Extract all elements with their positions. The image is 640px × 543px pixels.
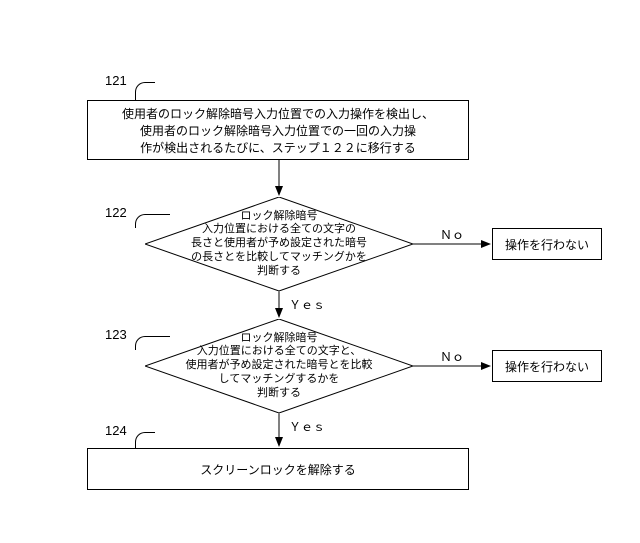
label-123: 123 (105, 327, 127, 342)
label-124: 124 (105, 423, 127, 438)
step-123-text: ロック解除暗号入力位置における全ての文字と、使用者が予め設定された暗号とを比較し… (186, 332, 373, 401)
noop-1-text: 操作を行わない (505, 236, 589, 253)
leader-124 (135, 432, 155, 448)
leader-123 (135, 336, 170, 350)
noop-2-box: 操作を行わない (492, 350, 602, 382)
step-121-box: 使用者のロック解除暗号入力位置での入力操作を検出し、使用者のロック解除暗号入力位… (87, 100, 469, 160)
noop-1-box: 操作を行わない (492, 228, 602, 260)
edge-label-no-2: Ｎｏ (440, 348, 464, 365)
edge-label-yes-1: Ｙｅｓ (289, 296, 325, 313)
leader-121 (135, 82, 155, 100)
step-122-text: ロック解除暗号入力位置における全ての文字の長さと使用者が予め設定された暗号の長さ… (191, 210, 367, 279)
edge-label-no-1: Ｎｏ (440, 226, 464, 243)
label-122: 122 (105, 205, 127, 220)
step-123-diamond: ロック解除暗号入力位置における全ての文字と、使用者が予め設定された暗号とを比較し… (145, 319, 413, 413)
noop-2-text: 操作を行わない (505, 358, 589, 375)
label-121: 121 (105, 73, 127, 88)
step-122-diamond: ロック解除暗号入力位置における全ての文字の長さと使用者が予め設定された暗号の長さ… (145, 197, 413, 291)
leader-122 (135, 214, 170, 228)
flowchart-canvas: 使用者のロック解除暗号入力位置での入力操作を検出し、使用者のロック解除暗号入力位… (0, 0, 640, 543)
edge-label-yes-2: Ｙｅｓ (289, 418, 325, 435)
step-124-box: スクリーンロックを解除する (87, 448, 469, 490)
step-124-text: スクリーンロックを解除する (200, 461, 355, 478)
step-121-text: 使用者のロック解除暗号入力位置での入力操作を検出し、使用者のロック解除暗号入力位… (122, 105, 434, 156)
